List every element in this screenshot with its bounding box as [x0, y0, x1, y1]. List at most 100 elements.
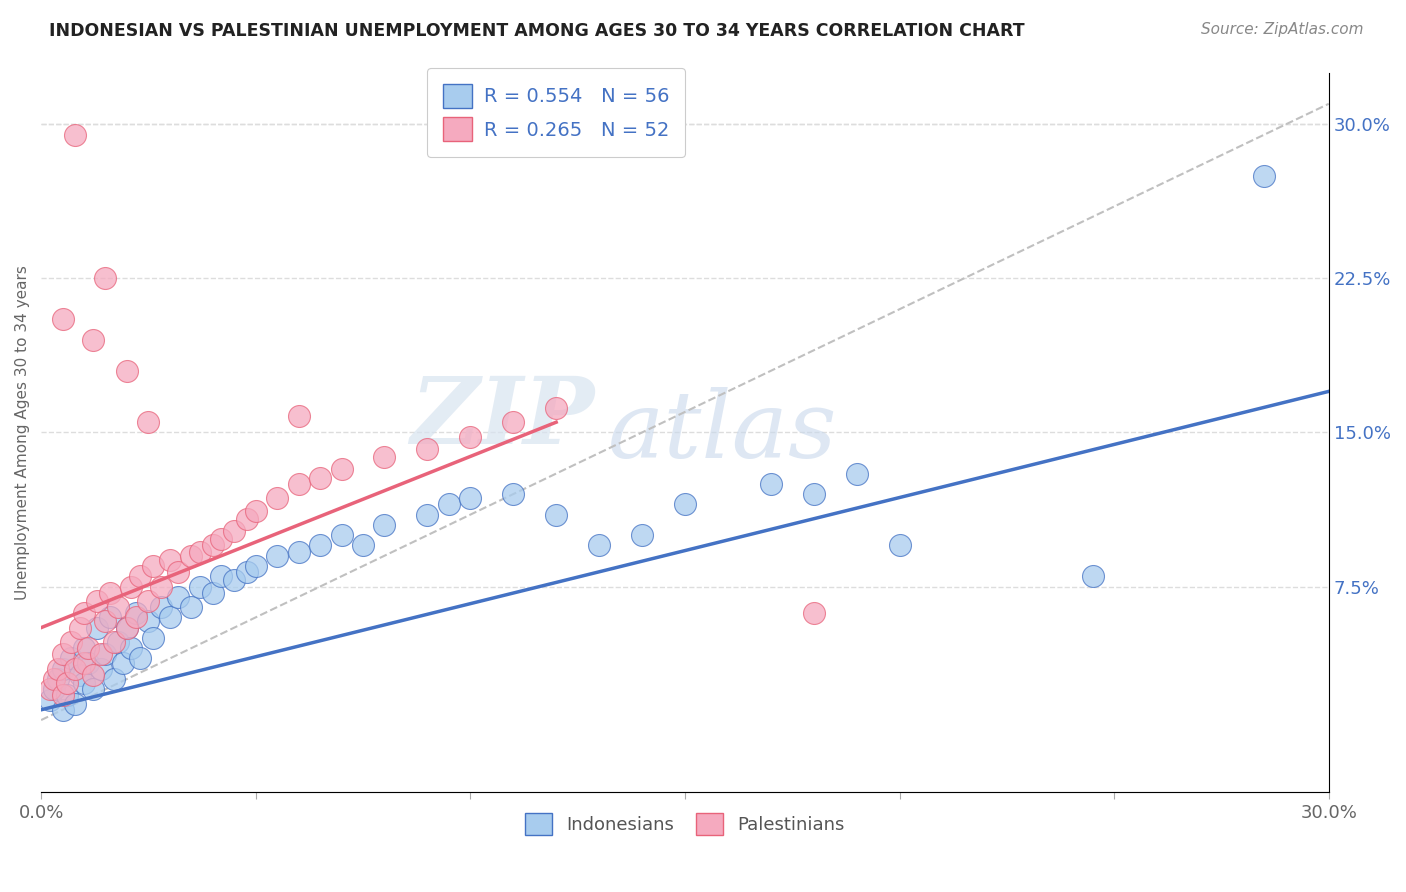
Point — [77, 641, 100, 656]
Point — [52, 312, 75, 326]
Point — [416, 508, 439, 522]
Point — [266, 549, 288, 563]
Point — [115, 364, 138, 378]
Point — [150, 600, 173, 615]
Point — [373, 450, 395, 464]
Point — [77, 656, 100, 670]
Point — [502, 487, 524, 501]
Point — [103, 635, 125, 649]
Point — [546, 401, 568, 415]
Point — [69, 668, 91, 682]
Point — [167, 565, 190, 579]
Point — [73, 656, 96, 670]
Point — [128, 651, 150, 665]
Point — [56, 676, 79, 690]
Point — [224, 524, 246, 538]
Point — [209, 533, 232, 547]
Point — [60, 635, 83, 649]
Text: ZIP: ZIP — [411, 373, 595, 463]
Point — [65, 697, 87, 711]
Point — [86, 594, 108, 608]
Point — [94, 615, 117, 629]
Point — [82, 682, 104, 697]
Point — [46, 662, 69, 676]
Point — [309, 471, 332, 485]
Point — [309, 538, 332, 552]
Point — [120, 641, 142, 656]
Point — [437, 497, 460, 511]
Point — [546, 508, 568, 522]
Point — [90, 648, 112, 662]
Point — [142, 559, 165, 574]
Point — [73, 676, 96, 690]
Point — [38, 692, 60, 706]
Point — [180, 600, 202, 615]
Point — [159, 553, 181, 567]
Point — [138, 615, 160, 629]
Point — [209, 569, 232, 583]
Point — [167, 590, 190, 604]
Point — [188, 544, 211, 558]
Point — [236, 512, 259, 526]
Point — [803, 606, 825, 620]
Point — [188, 580, 211, 594]
Point — [111, 656, 134, 670]
Point — [52, 689, 75, 703]
Point — [115, 621, 138, 635]
Point — [65, 128, 87, 142]
Point — [759, 476, 782, 491]
Point — [60, 651, 83, 665]
Point — [142, 631, 165, 645]
Point — [330, 528, 353, 542]
Point — [94, 271, 117, 285]
Point — [460, 429, 482, 443]
Point — [115, 621, 138, 635]
Point — [82, 668, 104, 682]
Point — [42, 672, 65, 686]
Point — [90, 662, 112, 676]
Point — [1253, 169, 1275, 183]
Point — [120, 580, 142, 594]
Y-axis label: Unemployment Among Ages 30 to 34 years: Unemployment Among Ages 30 to 34 years — [15, 265, 30, 600]
Point — [42, 682, 65, 697]
Text: Source: ZipAtlas.com: Source: ZipAtlas.com — [1201, 22, 1364, 37]
Point — [352, 538, 374, 552]
Point — [460, 491, 482, 506]
Point — [330, 462, 353, 476]
Point — [56, 689, 79, 703]
Point — [103, 672, 125, 686]
Point — [502, 415, 524, 429]
Point — [224, 574, 246, 588]
Point — [52, 662, 75, 676]
Point — [73, 606, 96, 620]
Point — [82, 333, 104, 347]
Point — [107, 600, 129, 615]
Point — [46, 672, 69, 686]
Point — [287, 476, 309, 491]
Point — [86, 621, 108, 635]
Point — [52, 648, 75, 662]
Point — [150, 580, 173, 594]
Point — [245, 503, 267, 517]
Point — [201, 585, 224, 599]
Point — [65, 662, 87, 676]
Point — [128, 569, 150, 583]
Point — [266, 491, 288, 506]
Point — [94, 648, 117, 662]
Point — [236, 565, 259, 579]
Point — [73, 641, 96, 656]
Point — [631, 528, 654, 542]
Point — [124, 606, 146, 620]
Point — [889, 538, 911, 552]
Point — [373, 517, 395, 532]
Point — [52, 703, 75, 717]
Point — [673, 497, 696, 511]
Point — [1081, 569, 1104, 583]
Point — [201, 538, 224, 552]
Text: INDONESIAN VS PALESTINIAN UNEMPLOYMENT AMONG AGES 30 TO 34 YEARS CORRELATION CHA: INDONESIAN VS PALESTINIAN UNEMPLOYMENT A… — [49, 22, 1025, 40]
Point — [138, 415, 160, 429]
Point — [38, 682, 60, 697]
Point — [287, 409, 309, 423]
Point — [98, 610, 121, 624]
Point — [588, 538, 610, 552]
